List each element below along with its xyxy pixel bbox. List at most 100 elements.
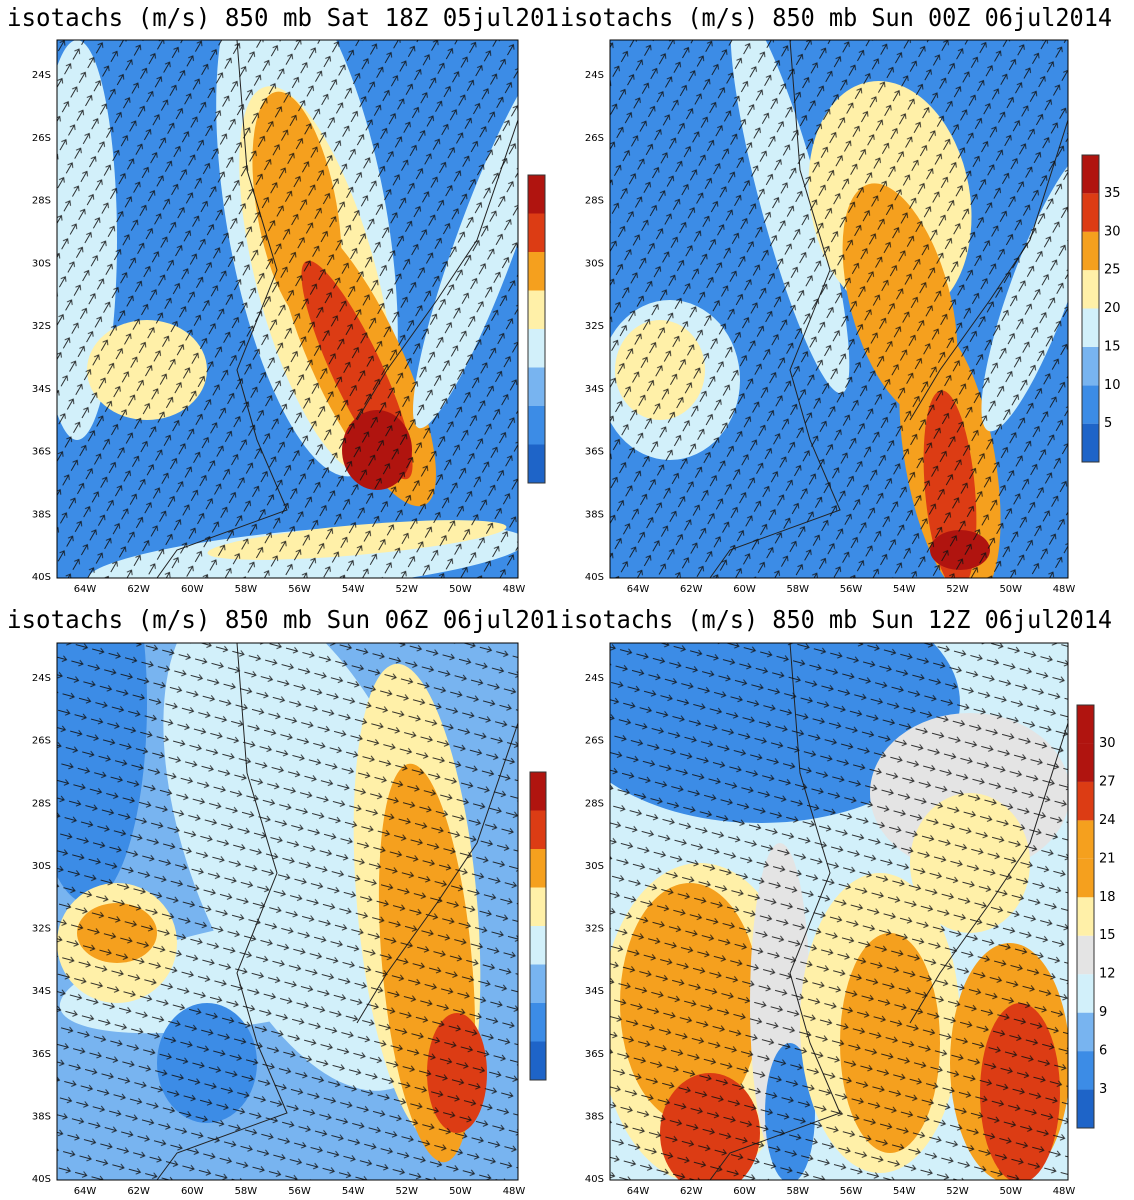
panel-title: isotachs (m/s) 850 mb Sat 18Z 05jul201 bbox=[7, 3, 559, 32]
lon-label: 64W bbox=[74, 584, 97, 595]
colorbar-segment bbox=[1077, 1089, 1094, 1128]
lon-label: 62W bbox=[127, 584, 150, 595]
colorbar-segment bbox=[1082, 308, 1099, 347]
lon-label: 64W bbox=[74, 1186, 97, 1197]
colorbar-segment bbox=[530, 849, 546, 888]
lat-label: 34S bbox=[32, 384, 51, 395]
lon-label: 54W bbox=[342, 584, 365, 595]
colorbar-segment bbox=[1077, 743, 1094, 782]
lon-label: 48W bbox=[503, 1186, 526, 1197]
colorbar-segment bbox=[1082, 346, 1099, 386]
colorbar-segment bbox=[530, 887, 546, 926]
colorbar-label: 3 bbox=[1099, 1082, 1107, 1097]
colorbar-label: 21 bbox=[1099, 851, 1116, 866]
lon-label: 62W bbox=[127, 1186, 150, 1197]
lon-label: 50W bbox=[999, 1186, 1022, 1197]
lon-label: 52W bbox=[946, 584, 969, 595]
lon-label: 64W bbox=[627, 584, 650, 595]
map-frame bbox=[609, 642, 1069, 1181]
panel-title: isotachs (m/s) 850 mb Sun 12Z 06jul2014 bbox=[560, 605, 1112, 634]
lat-label: 38S bbox=[32, 509, 51, 520]
lon-label: 62W bbox=[680, 584, 703, 595]
lon-label: 52W bbox=[395, 584, 418, 595]
lon-label: 50W bbox=[449, 1186, 472, 1197]
colorbar-label: 12 bbox=[1099, 967, 1116, 982]
lat-label: 26S bbox=[585, 133, 604, 144]
colorbar-segment bbox=[528, 213, 545, 252]
lon-label: 60W bbox=[733, 584, 756, 595]
lat-label: 36S bbox=[585, 1049, 604, 1060]
colorbar-label: 30 bbox=[1104, 224, 1121, 239]
lat-label: 32S bbox=[585, 321, 604, 332]
panel-title: isotachs (m/s) 850 mb Sun 06Z 06jul201 bbox=[7, 605, 559, 634]
colorbar-segment bbox=[1077, 974, 1094, 1013]
lon-label: 60W bbox=[181, 1186, 204, 1197]
wind-vectors bbox=[610, 40, 1068, 578]
colorbar-segment bbox=[528, 252, 545, 291]
colorbar-segment bbox=[1077, 781, 1094, 821]
lat-label: 38S bbox=[32, 1111, 51, 1122]
colorbar-segment bbox=[528, 290, 545, 329]
colorbar-segment bbox=[530, 1003, 546, 1042]
map-panel: isotachs (m/s) 850 mb Sun 00Z 06jul2014 2… bbox=[560, 3, 1121, 595]
map-fill bbox=[57, 40, 518, 578]
map-frame bbox=[56, 642, 519, 1181]
lon-label: 50W bbox=[449, 584, 472, 595]
map-panel: isotachs (m/s) 850 mb Sun 12Z 06jul2014 2… bbox=[560, 605, 1116, 1197]
colorbar-label: 27 bbox=[1099, 774, 1116, 789]
lon-label: 54W bbox=[893, 1186, 916, 1197]
lon-label: 56W bbox=[288, 584, 311, 595]
lat-label: 38S bbox=[585, 1111, 604, 1122]
colorbar-segment bbox=[1077, 1051, 1094, 1090]
lon-label: 54W bbox=[342, 1186, 365, 1197]
lat-label: 30S bbox=[32, 861, 51, 872]
colorbar-segment bbox=[1082, 231, 1099, 271]
colorbar-frame bbox=[527, 174, 546, 484]
map-panel: isotachs (m/s) 850 mb Sun 06Z 06jul201 24… bbox=[7, 605, 559, 1197]
lon-label: 56W bbox=[288, 1186, 311, 1197]
colorbar-frame bbox=[529, 771, 547, 1081]
lat-label: 36S bbox=[585, 447, 604, 458]
lon-label: 60W bbox=[181, 584, 204, 595]
colorbar-segment bbox=[1082, 385, 1099, 424]
lat-label: 30S bbox=[32, 258, 51, 269]
colorbar-label: 35 bbox=[1104, 186, 1121, 201]
colorbar-label: 5 bbox=[1104, 416, 1112, 431]
lon-label: 58W bbox=[786, 1186, 809, 1197]
colorbar-label: 18 bbox=[1099, 890, 1116, 905]
lat-label: 34S bbox=[32, 986, 51, 997]
lon-label: 50W bbox=[999, 584, 1022, 595]
colorbar-label: 30 bbox=[1099, 736, 1116, 751]
colorbar-segment bbox=[1077, 820, 1094, 859]
map-panel: isotachs (m/s) 850 mb Sat 18Z 05jul201 24… bbox=[7, 3, 559, 595]
colorbar-segment bbox=[1077, 705, 1094, 744]
lon-label: 48W bbox=[503, 584, 526, 595]
map-fill bbox=[610, 643, 1068, 1180]
colorbar-segment bbox=[530, 1041, 546, 1080]
lon-label: 56W bbox=[840, 1186, 863, 1197]
colorbar-label: 15 bbox=[1099, 928, 1116, 943]
lat-label: 24S bbox=[32, 70, 51, 81]
lat-label: 38S bbox=[585, 509, 604, 520]
map-fill bbox=[610, 40, 1068, 578]
colorbar-label: 25 bbox=[1104, 263, 1121, 278]
lon-label: 58W bbox=[235, 1186, 258, 1197]
wind-vectors bbox=[610, 643, 1068, 1180]
colorbar-segment bbox=[1082, 423, 1099, 462]
wind-vectors bbox=[57, 643, 518, 1180]
lat-label: 26S bbox=[585, 736, 604, 747]
lat-label: 26S bbox=[32, 133, 51, 144]
colorbar-label: 15 bbox=[1104, 339, 1121, 354]
colorbar-segment bbox=[528, 406, 545, 445]
lon-label: 52W bbox=[946, 1186, 969, 1197]
lat-label: 34S bbox=[585, 384, 604, 395]
map-frame bbox=[56, 39, 519, 579]
colorbar-frame bbox=[1081, 154, 1100, 463]
lat-label: 34S bbox=[585, 986, 604, 997]
lat-label: 40S bbox=[32, 572, 51, 583]
panel-title: isotachs (m/s) 850 mb Sun 00Z 06jul2014 bbox=[560, 3, 1112, 32]
colorbar-segment bbox=[1082, 193, 1099, 232]
colorbar-label: 24 bbox=[1099, 813, 1116, 828]
